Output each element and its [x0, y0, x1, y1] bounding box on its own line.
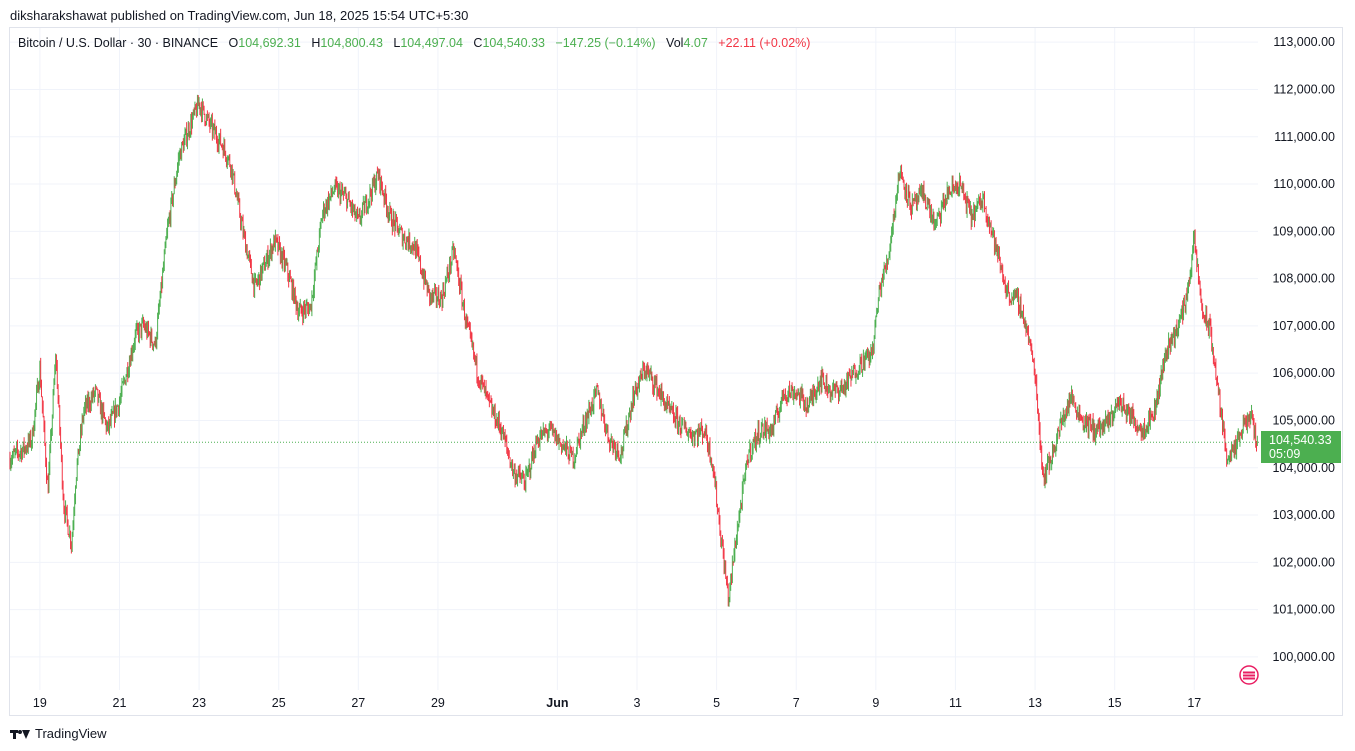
y-tick-label: 106,000.00 [1272, 366, 1335, 380]
x-tick-label: 23 [192, 696, 206, 710]
x-tick-label: 7 [793, 696, 800, 710]
x-tick-label: 29 [431, 696, 445, 710]
y-tick-label: 113,000.00 [1273, 35, 1335, 49]
candlestick-series [9, 94, 1258, 607]
symbol-label[interactable]: Bitcoin / U.S. Dollar · 30 · BINANCE [18, 36, 219, 50]
volume-label: Vol [666, 36, 684, 50]
publisher-line: diksharakshawat published on TradingView… [10, 8, 469, 23]
y-tick-label: 111,000.00 [1274, 130, 1335, 144]
y-tick-label: 103,000.00 [1272, 508, 1335, 522]
volume-value: 4.07 [683, 36, 708, 50]
y-tick-label: 100,000.00 [1272, 650, 1335, 664]
tradingview-logo-icon [10, 728, 30, 740]
open-label: O [228, 36, 239, 50]
high-value: 104,800.43 [320, 36, 383, 50]
time-axis: 19 21 23 25 27 29 Jun 3 5 7 9 11 13 15 17 [33, 696, 1201, 710]
last-price-value: 104,540.33 [1269, 433, 1332, 447]
low-value: 104,497.04 [400, 36, 463, 50]
y-tick-label: 109,000.00 [1272, 224, 1335, 238]
y-tick-label: 101,000.00 [1272, 603, 1335, 617]
low-label: L [393, 36, 401, 50]
price-axis: 100,000.00 101,000.00 102,000.00 103,000.00… [1272, 35, 1335, 664]
chart-grid [10, 28, 1258, 690]
x-tick-label: 21 [113, 696, 127, 710]
close-value: 104,540.33 [482, 36, 545, 50]
volume-change: +22.11 (+0.02%) [718, 36, 811, 50]
chart-frame [9, 27, 1343, 716]
y-tick-label: 104,000.00 [1272, 461, 1335, 475]
x-tick-label: 27 [351, 696, 365, 710]
y-tick-label: 102,000.00 [1272, 555, 1335, 569]
x-tick-label: 17 [1187, 696, 1201, 710]
x-tick-label: Jun [546, 696, 568, 710]
x-tick-label: 9 [872, 696, 879, 710]
y-tick-label: 108,000.00 [1272, 272, 1335, 286]
brand-name: TradingView [35, 726, 107, 741]
events-icon[interactable] [1239, 665, 1259, 685]
x-tick-label: 3 [634, 696, 641, 710]
y-tick-label: 105,000.00 [1272, 413, 1335, 427]
high-label: H [311, 36, 321, 50]
close-label: C [473, 36, 483, 50]
change-value: −147.25 (−0.14%) [555, 36, 656, 50]
x-tick-label: 15 [1108, 696, 1122, 710]
y-tick-label: 112,000.00 [1273, 82, 1335, 96]
y-tick-label: 110,000.00 [1273, 177, 1335, 191]
bar-countdown: 05:09 [1269, 447, 1301, 461]
y-tick-label: 107,000.00 [1272, 319, 1335, 333]
footer-branding[interactable]: TradingView [10, 726, 107, 741]
x-tick-label: 5 [713, 696, 720, 710]
last-price-badge: 104,540.33 05:09 [1261, 431, 1341, 463]
ohlc-legend: Bitcoin / U.S. Dollar · 30 · BINANCE O10… [18, 36, 810, 50]
x-tick-label: 19 [33, 696, 47, 710]
open-value: 104,692.31 [238, 36, 301, 50]
x-tick-label: 25 [272, 696, 286, 710]
x-tick-label: 13 [1028, 696, 1042, 710]
x-tick-label: 11 [949, 696, 962, 710]
